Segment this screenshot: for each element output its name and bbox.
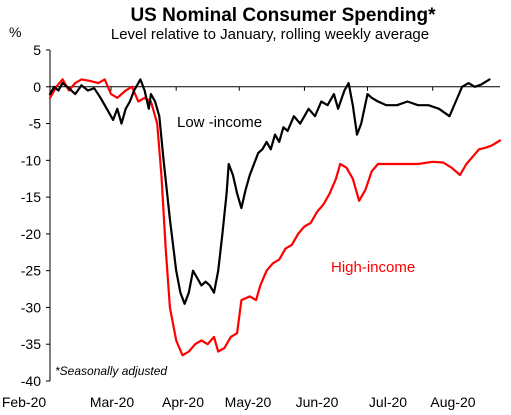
x-tick-label: Mar-20 — [90, 394, 135, 410]
series-layer — [48, 78, 502, 357]
chart-title: US Nominal Consumer Spending* — [130, 5, 436, 26]
y-tick-label: -35 — [21, 336, 41, 352]
y-tick-label: 0 — [33, 79, 41, 95]
axes: 5 0 -5 -10 -15 -20 -25 -30 -35 -40 Feb-20 Mar-20 Apr… — [2, 42, 500, 410]
x-tick-label: Aug-20 — [430, 394, 475, 410]
y-tick-label: -40 — [21, 373, 41, 389]
series-line-high-income — [48, 78, 502, 357]
y-tick-label: -15 — [21, 189, 41, 205]
chart-subtitle: Level relative to January, rolling weekl… — [111, 26, 429, 43]
y-tick-label: 5 — [33, 42, 41, 58]
series-line-low-income — [48, 78, 491, 305]
y-tick-label: -25 — [21, 263, 41, 279]
x-tick-label: Jun-20 — [296, 394, 339, 410]
x-tick-label: Jul-20 — [369, 394, 407, 410]
x-tick-label: May-20 — [225, 394, 272, 410]
y-tick-label: -10 — [21, 152, 41, 168]
x-tick-label: Feb-20 — [2, 394, 47, 410]
series-label-low-income: Low -income — [177, 114, 262, 131]
footnote: *Seasonally adjusted — [55, 364, 167, 378]
series-label-high-income: High-income — [331, 259, 415, 276]
y-axis-unit: % — [9, 24, 21, 40]
y-tick-label: -5 — [29, 116, 42, 132]
y-tick-label: -20 — [21, 226, 41, 242]
x-tick-label: Apr-20 — [162, 394, 204, 410]
y-tick-label: -30 — [21, 299, 41, 315]
